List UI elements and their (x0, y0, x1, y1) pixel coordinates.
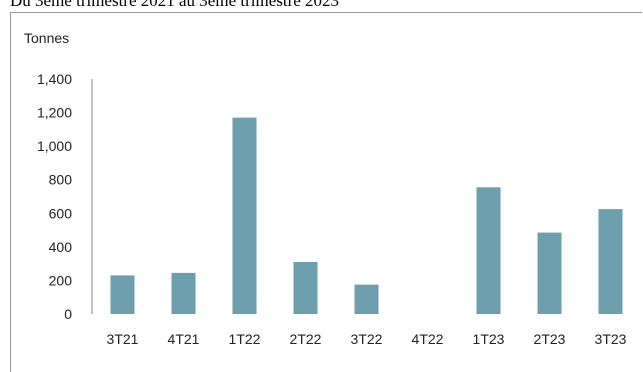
bar (354, 284, 379, 314)
x-tick-label: 3T21 (107, 331, 139, 347)
x-tick-labels: 3T21 4T21 1T22 2T22 3T22 4T22 1T23 2T23 3T23 (107, 331, 627, 347)
bars (110, 117, 623, 314)
bar (232, 117, 257, 314)
y-tick-label: 1,000 (37, 138, 72, 154)
x-tick-label: 4T22 (412, 331, 444, 347)
x-tick-label: 3T23 (595, 331, 627, 347)
x-tick-label: 2T22 (290, 331, 322, 347)
chart-heading-cut: Du 3eme trimestre 2021 au 3eme trimestre… (10, 0, 340, 10)
x-tick-label: 3T22 (351, 331, 383, 347)
y-tick-label: 200 (49, 272, 73, 288)
bar (598, 209, 623, 314)
bar (171, 272, 196, 314)
bar (293, 261, 318, 314)
x-tick-label: 1T23 (473, 331, 505, 347)
y-tick-label: 400 (49, 239, 73, 255)
x-tick-label: 2T23 (534, 331, 566, 347)
y-tick-label: 1,200 (37, 105, 72, 121)
chart-frame (10, 12, 642, 372)
x-tick-label: 4T21 (168, 331, 200, 347)
y-tick-label: 800 (49, 172, 73, 188)
y-tick-labels: 0 200 400 600 800 1,000 1,200 1,400 (37, 71, 72, 322)
y-axis-title: Tonnes (24, 30, 69, 46)
bar (476, 187, 501, 314)
bar (110, 275, 135, 314)
y-tick-label: 600 (49, 205, 73, 221)
y-tick-label: 0 (64, 306, 72, 322)
y-tick-label: 1,400 (37, 71, 72, 87)
bar (537, 232, 562, 314)
x-tick-label: 1T22 (229, 331, 261, 347)
